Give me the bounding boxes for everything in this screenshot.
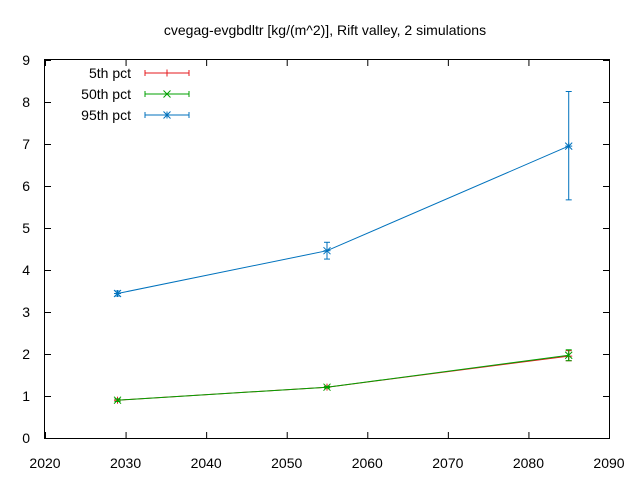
x-tick-label: 2040 [191, 455, 222, 471]
series-line [117, 354, 569, 401]
y-tick-label: 8 [22, 94, 30, 110]
x-tick-label: 2020 [29, 455, 60, 471]
legend-label: 95th pct [81, 107, 131, 123]
y-tick-label: 5 [22, 220, 30, 236]
x-tick-label: 2030 [110, 455, 141, 471]
x-tick-label: 2060 [352, 455, 383, 471]
y-tick-label: 4 [22, 262, 30, 278]
y-tick-label: 7 [22, 136, 30, 152]
marker-d2 [323, 383, 331, 392]
data-point [113, 396, 122, 405]
y-tick-label: 6 [22, 178, 30, 194]
data-point [323, 383, 331, 392]
y-tick-label: 3 [22, 304, 30, 320]
data-point [163, 90, 171, 98]
legend-label: 5th pct [89, 65, 131, 81]
series-line [117, 145, 569, 294]
x-tick-label: 2050 [271, 455, 302, 471]
y-tick-label: 0 [22, 430, 30, 446]
series-line [117, 355, 569, 401]
series-layer [113, 91, 573, 405]
series-1 [113, 349, 573, 405]
marker-d2 [113, 396, 122, 405]
chart-title: cvegag-evgbdltr [kg/(m^2)], Rift valley,… [164, 22, 486, 38]
series-2 [113, 91, 573, 298]
legend: 5th pct 50th pct 95th pct [81, 65, 190, 123]
y-tick-label: 1 [22, 388, 30, 404]
y-tick-label: 2 [22, 346, 30, 362]
y-tick-label: 9 [22, 52, 30, 68]
axes: 2020 2030 2040 2050 2060 2070 2080 2090 0 1 2 3 4 5 6 7… [22, 52, 625, 471]
data-point [163, 111, 171, 119]
legend-label: 50th pct [81, 86, 131, 102]
marker-d2 [163, 90, 171, 98]
data-point [163, 69, 171, 77]
data-point [323, 246, 331, 255]
marker-d2 [564, 142, 573, 150]
marker-d2 [113, 289, 122, 298]
x-tick-label: 2080 [513, 455, 544, 471]
x-tick-label: 2070 [432, 455, 463, 471]
x-tick-label: 2090 [593, 455, 624, 471]
marker-d2 [564, 351, 573, 360]
data-point [564, 351, 573, 360]
marker-d2 [323, 246, 331, 255]
marker-d2 [163, 111, 171, 119]
plot-frame [44, 59, 610, 439]
data-point [564, 142, 573, 150]
data-point [113, 289, 122, 298]
